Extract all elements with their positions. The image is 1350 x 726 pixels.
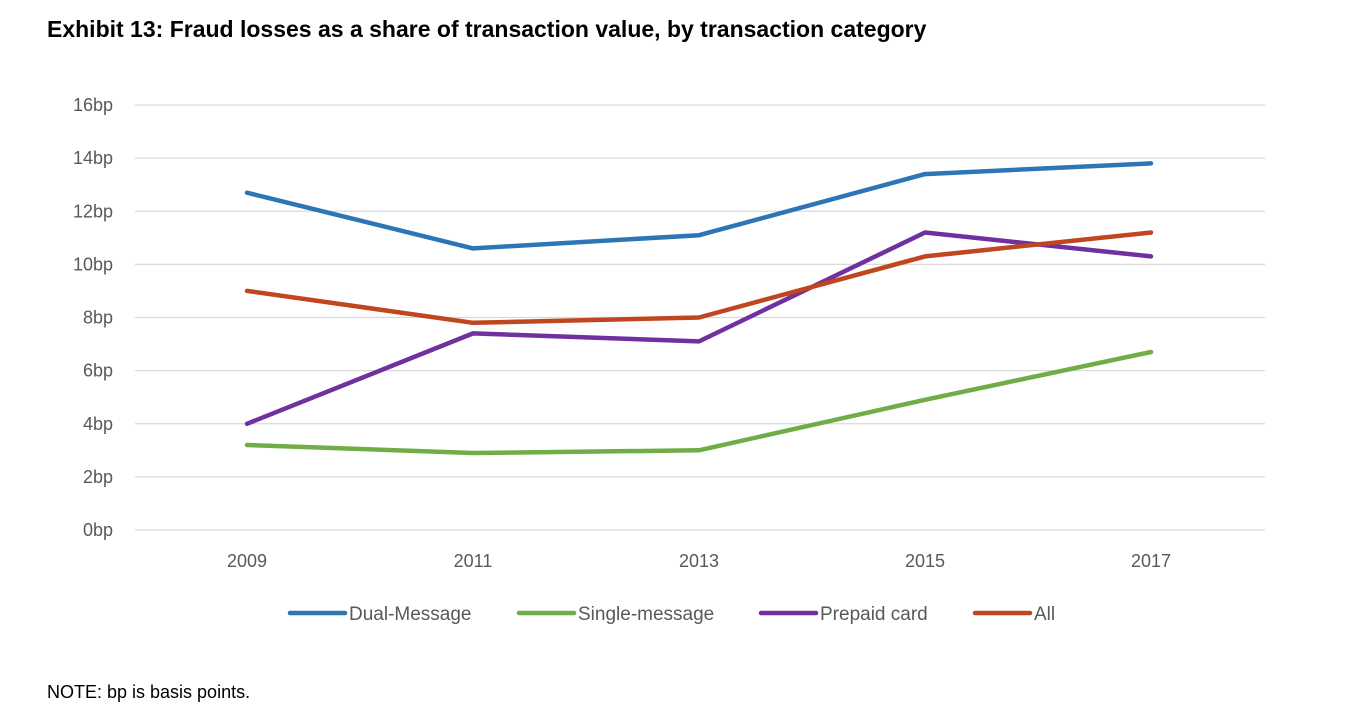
y-tick-label: 6bp [83,361,113,381]
legend-label: Prepaid card [820,604,928,625]
y-tick-label: 0bp [83,520,113,540]
legend-label: All [1034,604,1055,625]
series-line-single-message [244,349,1154,456]
line-chart: 0bp 2bp 4bp 6bp 8bp 10bp 12bp 14bp 16bp 2009 2011… [73,95,1265,625]
x-tick-label: 2015 [905,551,945,571]
series-line-dual-message [244,161,1154,251]
series-lines [244,161,1154,456]
y-tick-label: 10bp [73,254,113,274]
gridlines [135,104,1265,531]
x-axis-ticks: 2009 2011 2013 2015 2017 [227,551,1171,571]
y-tick-label: 12bp [73,201,113,221]
y-tick-label: 8bp [83,308,113,328]
y-tick-label: 14bp [73,148,113,168]
y-axis-ticks: 0bp 2bp 4bp 6bp 8bp 10bp 12bp 14bp 16bp [73,95,113,540]
legend: Dual-Message Single-message Prepaid card Al… [287,604,1055,625]
x-tick-label: 2017 [1131,551,1171,571]
legend-label: Dual-Message [349,604,472,625]
x-tick-label: 2013 [679,551,719,571]
footnote: NOTE: bp is basis points. [47,682,251,702]
x-tick-label: 2009 [227,551,267,571]
y-tick-label: 2bp [83,467,113,487]
legend-label: Single-message [578,604,714,625]
series-line-prepaid-card [244,230,1154,427]
exhibit-title: Exhibit 13: Fraud losses as a share of t… [47,16,927,42]
series-line-all [244,230,1154,326]
x-tick-label: 2011 [454,551,493,571]
y-tick-label: 4bp [83,414,113,434]
y-tick-label: 16bp [73,95,113,115]
